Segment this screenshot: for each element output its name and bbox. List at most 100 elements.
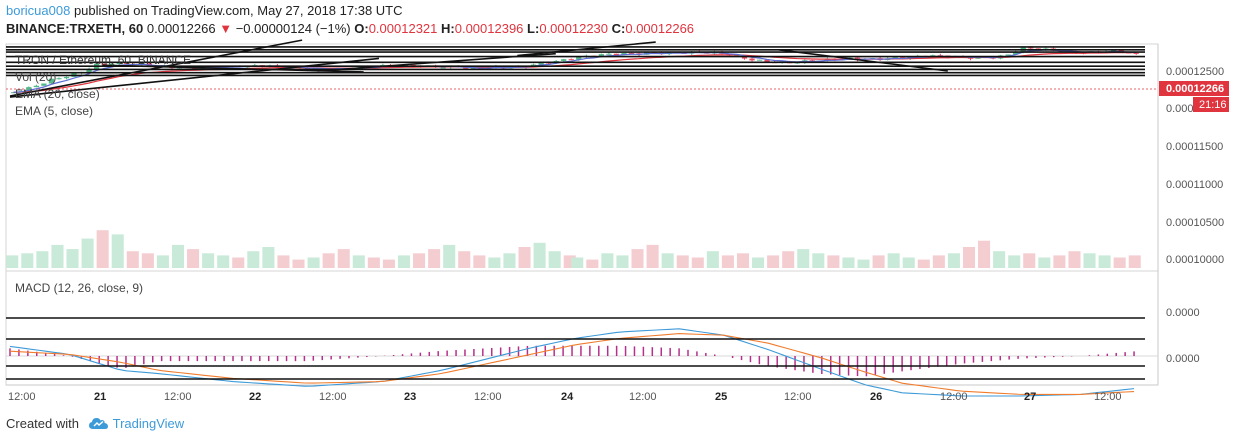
trendline xyxy=(517,41,656,57)
last-price: 0.00012266 xyxy=(146,21,216,36)
open-label: O: xyxy=(354,21,369,36)
time-tick: 12:00 xyxy=(319,391,347,403)
volume-bar xyxy=(767,255,780,268)
volume-bar xyxy=(413,253,426,268)
volume-bar xyxy=(473,255,486,268)
volume-bar xyxy=(917,259,930,268)
volume-bar xyxy=(782,251,795,268)
volume-bar xyxy=(601,253,614,268)
volume-bar xyxy=(292,259,305,268)
volume-bar xyxy=(382,259,395,268)
volume-bar xyxy=(1038,257,1051,268)
volume-bar xyxy=(1098,255,1111,268)
volume-bar xyxy=(277,255,290,268)
volume-bar xyxy=(307,257,320,268)
price-change: −0.00000124 (−1%) xyxy=(235,21,351,36)
countdown-label: 21:16 xyxy=(1199,99,1227,111)
candle-body xyxy=(538,62,544,65)
candle-body xyxy=(576,56,582,60)
time-tick: 27 xyxy=(1024,391,1036,403)
volume-bar xyxy=(247,251,260,268)
volume-bar xyxy=(443,244,456,268)
volume-bar xyxy=(51,244,64,268)
candle-body xyxy=(613,53,620,56)
volume-bar xyxy=(171,244,185,268)
candle-body xyxy=(1118,49,1124,53)
macd-tick: 0.0000 xyxy=(1166,353,1200,365)
candle-body xyxy=(628,53,635,55)
candle-body xyxy=(598,54,605,57)
trendline xyxy=(317,52,556,72)
volume-bar xyxy=(21,253,34,268)
current-price-label: 0.00012266 xyxy=(1166,83,1224,95)
volume-bar xyxy=(1113,257,1126,268)
volume-bar xyxy=(548,251,561,268)
time-tick: 23 xyxy=(404,391,416,403)
volume-bar xyxy=(232,257,245,268)
volume-bar xyxy=(187,249,200,268)
tradingview-logo-icon[interactable] xyxy=(88,417,109,433)
volume-bar xyxy=(827,255,840,268)
volume-bar xyxy=(533,242,546,268)
volume-bar xyxy=(947,253,960,268)
volume-bar xyxy=(902,257,915,268)
candle-body xyxy=(86,68,92,72)
trendline xyxy=(778,48,948,72)
low-value: 0.00012230 xyxy=(539,21,609,36)
candle-body xyxy=(26,87,32,92)
candle-body xyxy=(606,53,612,55)
volume-bar xyxy=(141,253,154,268)
volume-bar xyxy=(1128,255,1141,268)
volume-bar xyxy=(96,230,109,268)
volume-bar xyxy=(337,249,350,268)
time-tick: 12:00 xyxy=(1094,391,1122,403)
created-with-text: Created with xyxy=(6,416,79,431)
signal-line xyxy=(9,333,1135,395)
candle-body xyxy=(764,59,770,63)
candle-body xyxy=(470,68,476,70)
volume-bar xyxy=(872,255,885,268)
volume-bar xyxy=(691,257,704,268)
candle-body xyxy=(463,67,469,69)
published-text: published on TradingView.com, May 27, 20… xyxy=(70,3,403,18)
volume-bar xyxy=(616,255,629,268)
candle-body xyxy=(621,53,627,56)
drawn-lines xyxy=(6,39,1145,380)
volume-bar xyxy=(797,249,810,268)
author-link[interactable]: boricua008 xyxy=(6,3,71,18)
countdown-tag xyxy=(1193,97,1229,112)
main-pane-frame xyxy=(5,43,1159,272)
time-tick: 12:00 xyxy=(629,391,657,403)
volume-bar xyxy=(571,257,584,268)
time-tick: 25 xyxy=(715,391,727,403)
volume-bar xyxy=(262,247,275,268)
time-tick: 22 xyxy=(249,391,261,403)
trendline xyxy=(9,39,303,97)
volume-bar xyxy=(217,255,230,268)
candle-body xyxy=(1013,51,1019,55)
volume-bar xyxy=(932,255,945,268)
volume-bar xyxy=(6,255,19,268)
footer: Created with TradingView xyxy=(6,416,184,433)
ema20-legend: EMA (20, close) xyxy=(15,87,100,101)
open-value: 0.00012321 xyxy=(368,21,438,36)
price-tick: 0.00010500 xyxy=(1166,217,1224,229)
volume-bar xyxy=(736,253,750,268)
price-tick: 0.00012500 xyxy=(1166,66,1224,78)
volume-bar xyxy=(397,255,411,268)
high-label: H: xyxy=(441,21,455,36)
macd-tick: 0.0000 xyxy=(1166,307,1200,319)
tradingview-link[interactable]: TradingView xyxy=(112,416,185,431)
vol-legend: Vol (20) xyxy=(15,70,57,84)
close-value: 0.00012266 xyxy=(625,21,695,36)
time-tick: 26 xyxy=(870,391,882,403)
volume-bar xyxy=(518,247,531,268)
volume-bar xyxy=(887,253,900,268)
volume-bar xyxy=(631,249,644,268)
volume-bar xyxy=(978,240,991,268)
time-tick: 24 xyxy=(561,391,574,403)
volume-bar xyxy=(458,251,471,268)
time-tick: 12:00 xyxy=(474,391,502,403)
volume-bar xyxy=(503,253,516,268)
